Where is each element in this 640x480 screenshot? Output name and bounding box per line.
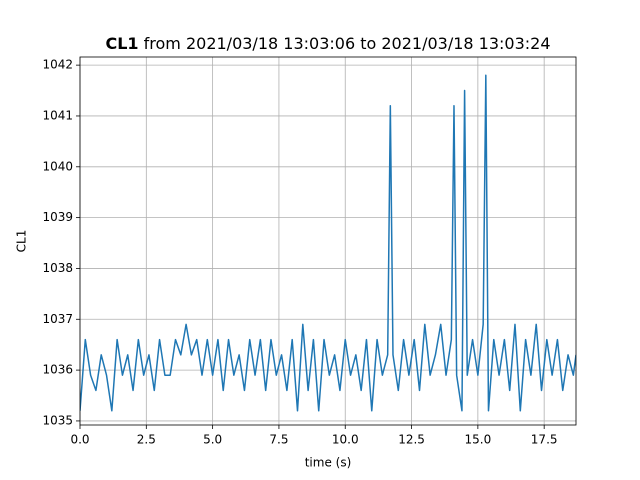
title-bold: CL1 xyxy=(105,34,138,53)
x-tick-label: 15.0 xyxy=(465,433,492,447)
x-tick-label: 10.0 xyxy=(332,433,359,447)
x-tick-label: 0.0 xyxy=(70,433,89,447)
x-tick-label: 2.5 xyxy=(137,433,156,447)
y-tick-label: 1041 xyxy=(42,108,73,122)
title-text: from 2021/03/18 13:03:06 to 2021/03/18 1… xyxy=(144,34,551,53)
x-tick-label: 5.0 xyxy=(203,433,222,447)
chart-title: CL1 from 2021/03/18 13:03:06 to 2021/03/… xyxy=(105,34,550,53)
y-axis-label: CL1 xyxy=(15,230,29,253)
y-tick-label: 1039 xyxy=(42,210,73,224)
x-axis-label: time (s) xyxy=(305,456,352,470)
y-tick-label: 1040 xyxy=(42,159,73,173)
y-tick-label: 1042 xyxy=(42,58,73,72)
x-tick-label: 7.5 xyxy=(269,433,288,447)
data-line xyxy=(80,74,576,412)
x-tick-label: 12.5 xyxy=(398,433,425,447)
y-tick-label: 1035 xyxy=(42,413,73,427)
y-tick-label: 1036 xyxy=(42,363,73,377)
plot-frame xyxy=(79,56,577,426)
y-tick-label: 1038 xyxy=(42,261,73,275)
y-tick-label: 1037 xyxy=(42,312,73,326)
x-tick-label: 17.5 xyxy=(531,433,558,447)
